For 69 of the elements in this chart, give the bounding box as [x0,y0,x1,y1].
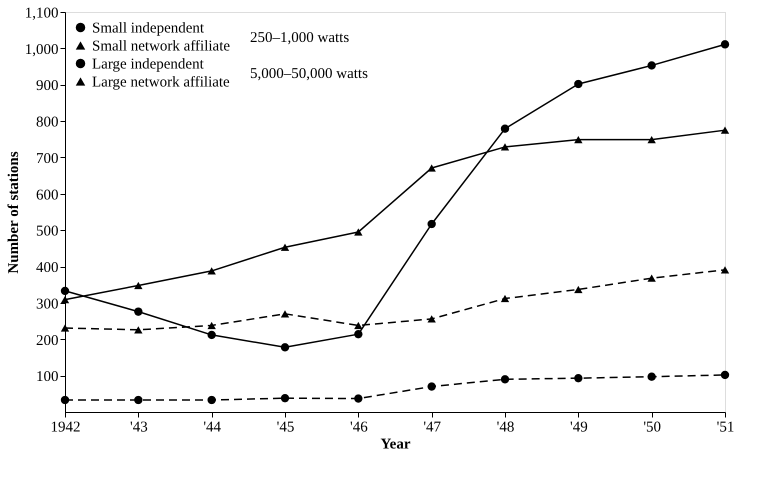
y-tick-label: 1,000 [24,42,58,58]
y-tick-label: 400 [36,260,58,276]
point [720,126,730,134]
point [280,343,290,352]
x-tick-label: '49 [570,420,588,436]
point [500,375,510,384]
point [647,61,656,70]
point [207,322,216,330]
point [427,382,436,391]
y-tick-label: 300 [36,296,58,312]
point [280,244,290,251]
point [134,282,143,290]
point [354,330,363,338]
x-tick-label: '44 [203,420,222,436]
legend-label: Small independent [92,20,205,36]
x-tick-label: '46 [350,420,368,436]
point [720,40,730,49]
x-tick-label: '51 [716,420,734,436]
x-tick-label: '47 [423,420,442,436]
point [574,286,583,294]
point [574,374,583,382]
x-tick-label: 1942 [50,420,80,436]
y-tick-label: 700 [36,150,58,167]
point [354,394,363,403]
point [134,307,143,316]
y-tick-label: 900 [36,78,58,94]
x-tick-label: '48 [496,420,514,436]
point [134,326,143,334]
annotation: 250–1,000 watts [250,30,350,46]
y-tick-label: 200 [36,332,58,349]
point [500,294,510,302]
point [574,136,583,144]
point [720,266,730,274]
point [207,267,216,275]
y-axis-title: Number of stations [6,151,22,274]
point [60,324,70,332]
point [354,228,363,236]
legend-label: Small network affiliate [92,38,230,54]
point [280,310,290,318]
x-tick-label: '43 [130,420,148,436]
point [60,296,70,304]
y-tick-label: 500 [36,224,58,240]
legend-label: Large network affiliate [92,74,230,90]
point [647,372,656,381]
point [60,286,70,296]
y-tick-label: 600 [36,187,58,204]
point [427,315,436,323]
x-tick-label: '45 [276,420,294,436]
point [720,370,730,380]
point [207,330,216,340]
point [207,396,216,404]
legend-label: Large independent [92,56,205,72]
point [60,396,70,404]
point [500,143,510,151]
point [134,396,143,404]
point [427,220,436,228]
point [500,124,510,133]
point [354,322,363,330]
point [427,164,436,172]
y-tick-label: 100 [36,369,58,386]
y-tick-label: 800 [36,114,58,131]
y-tick-label: 1,100 [24,6,58,22]
point [280,394,290,402]
x-tick-label: '50 [643,420,662,436]
point [647,274,656,282]
x-axis-title: Year [380,436,411,452]
annotation: 5,000–50,000 watts [250,66,368,82]
point [574,80,583,88]
point [647,136,656,144]
